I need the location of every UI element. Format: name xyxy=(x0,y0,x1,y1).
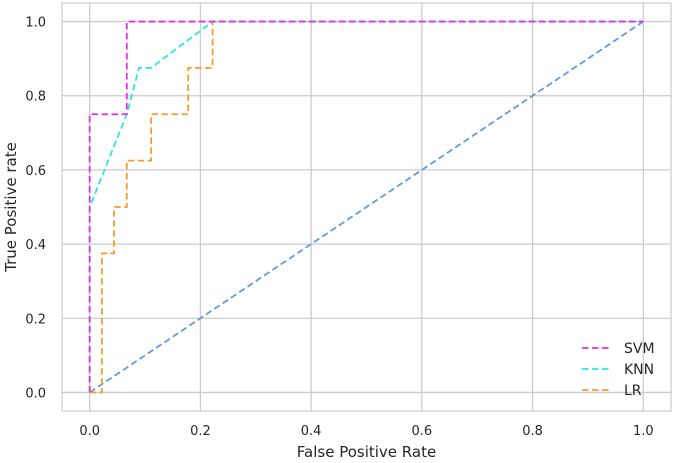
series-line-svm xyxy=(88,20,644,393)
grid-layer xyxy=(62,3,671,411)
legend: SVM KNN LR xyxy=(582,341,655,399)
x-tick-label-1: 0.2 xyxy=(190,424,211,439)
y-tick-label-5: 1.0 xyxy=(25,16,46,31)
y-tick-label-1: 0.2 xyxy=(25,312,46,327)
x-axis-title: False Positive Rate xyxy=(297,443,436,461)
tick-label-layer: 0.0 0.2 0.4 0.6 0.8 1.0 0.0 0.2 0.4 0.6 0.8 1.0 xyxy=(25,16,653,439)
y-axis-title: True Positive rate xyxy=(2,142,20,273)
y-tick-label-3: 0.6 xyxy=(25,164,46,179)
x-tick-label-2: 0.4 xyxy=(301,424,322,439)
x-tick-label-4: 0.8 xyxy=(522,424,543,439)
y-tick-label-0: 0.0 xyxy=(25,386,46,401)
legend-label-svm: SVM xyxy=(624,341,655,357)
x-tick-label-5: 1.0 xyxy=(633,424,654,439)
series-line-lr xyxy=(89,20,644,394)
y-tick-label-4: 0.8 xyxy=(25,90,46,105)
plot-frame xyxy=(61,2,672,412)
y-tick-label-2: 0.4 xyxy=(25,238,46,253)
x-tick-label-3: 0.6 xyxy=(412,424,433,439)
legend-label-lr: LR xyxy=(624,383,642,399)
series-layer xyxy=(88,20,644,394)
series-line-chance xyxy=(89,20,644,394)
legend-label-knn: KNN xyxy=(624,362,654,378)
x-tick-label-0: 0.0 xyxy=(79,424,100,439)
